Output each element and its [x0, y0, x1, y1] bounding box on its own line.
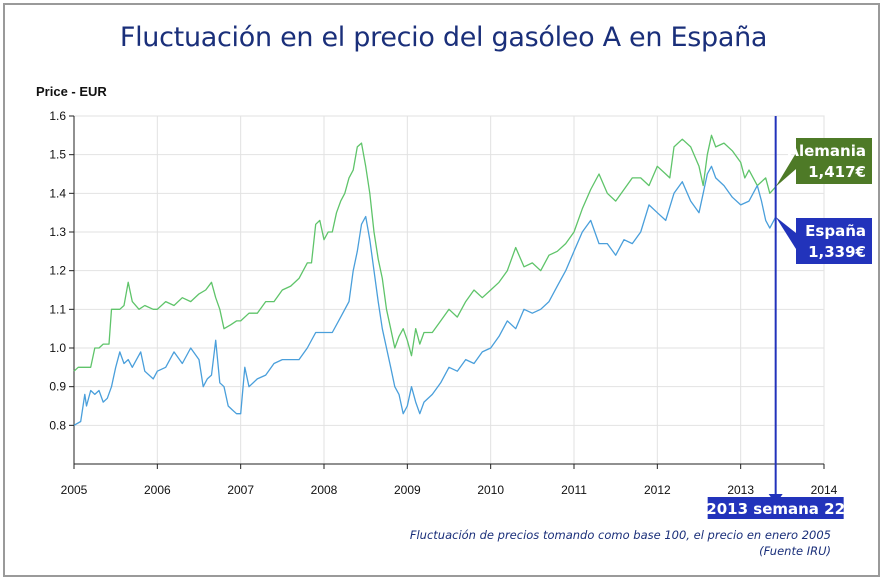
x-tick-label: 2006	[144, 483, 171, 497]
x-tick-label: 2007	[227, 483, 254, 497]
y-tick-label: 1.6	[49, 109, 66, 123]
marker-label: 2013 semana 22	[706, 500, 845, 518]
y-tick-label: 1.2	[49, 264, 66, 278]
series-line-alemania	[73, 134, 777, 372]
chart-title: Fluctuación en el precio del gasóleo A e…	[119, 22, 768, 53]
x-tick-label: 2011	[561, 483, 587, 497]
series-line-espana	[73, 165, 777, 426]
footnote-line-1: Fluctuación de precios tomando como base…	[409, 528, 831, 542]
espana-callout-value: 1,339€	[808, 243, 866, 261]
espana-callout-box	[796, 218, 872, 264]
footnote-line-2: (Fuente IRU)	[759, 544, 831, 558]
x-tick-label: 2010	[477, 483, 504, 497]
alemania-callout-box	[796, 138, 872, 184]
chart-footnote: Fluctuación de precios tomando como base…	[410, 527, 831, 559]
y-tick-label: 1.5	[49, 148, 66, 162]
y-tick-label: 0.9	[49, 380, 66, 394]
x-tick-label: 2005	[61, 483, 88, 497]
x-tick-label: 2009	[394, 483, 421, 497]
x-tick-label: 2008	[311, 483, 338, 497]
y-tick-label: 1.1	[49, 302, 66, 316]
x-tick-label: 2014	[811, 483, 838, 497]
y-axis-label: Price - EUR	[36, 84, 107, 99]
x-tick-label: 2013	[727, 483, 754, 497]
alemania-callout-pointer	[775, 153, 796, 187]
y-tick-label: 1.0	[49, 341, 66, 355]
alemania-callout-name: Alemania	[787, 142, 866, 160]
y-tick-label: 1.3	[49, 225, 66, 239]
x-tick-label: 2012	[644, 483, 671, 497]
y-tick-label: 1.4	[49, 186, 66, 200]
y-tick-label: 0.8	[49, 418, 66, 432]
marker-label-box	[707, 497, 844, 519]
alemania-callout-value: 1,417€	[808, 163, 866, 181]
espana-callout-pointer	[775, 216, 796, 249]
espana-callout-name: España	[805, 222, 866, 240]
